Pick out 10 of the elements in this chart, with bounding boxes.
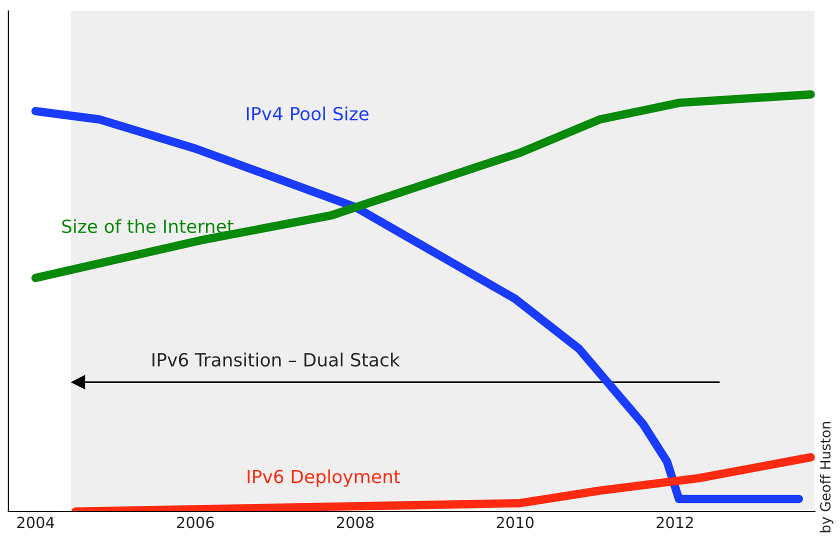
text: IPv4 Pool Size xyxy=(246,106,368,121)
series-label: IPv6 Deployment xyxy=(248,469,400,487)
x-tick-label: 2004 xyxy=(17,516,54,528)
x-tick-label: 2006 xyxy=(177,516,214,528)
annotation: IPv6 Transition – Dual Stack xyxy=(152,352,400,367)
x-tick-label: 2008 xyxy=(336,516,374,528)
text: by Geoff Huston xyxy=(820,422,834,532)
x-tick-label: 2012 xyxy=(656,516,693,528)
series-label: Size of the Internet xyxy=(62,219,234,234)
x-tick-label: 2010 xyxy=(496,516,534,528)
